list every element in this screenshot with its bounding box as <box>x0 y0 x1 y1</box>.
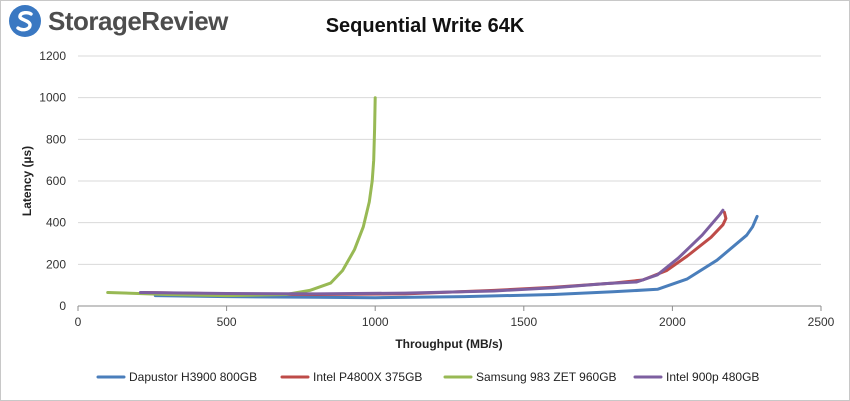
legend-label-1: Intel P4800X 375GB <box>313 370 422 384</box>
series-line-3 <box>138 208 725 296</box>
legend: Dapustor H3900 800GB Intel P4800X 375GB Sa… <box>96 370 759 384</box>
x-axis-ticks: 0 500 1000 1500 2000 2500 <box>75 306 835 329</box>
y-tick-label: 0 <box>59 299 66 313</box>
y-tick-label: 400 <box>46 216 66 230</box>
x-tick-label: 500 <box>217 315 237 329</box>
x-tick-label: 1500 <box>510 315 537 329</box>
brand-name: StorageReview <box>48 5 228 36</box>
x-tick-label: 2500 <box>808 315 835 329</box>
x-axis-title: Throughput (MB/s) <box>395 337 502 351</box>
chart-title: Sequential Write 64K <box>326 15 525 37</box>
y-tick-label: 800 <box>46 132 66 146</box>
x-tick-label: 2000 <box>659 315 686 329</box>
y-tick-label: 1200 <box>39 49 66 63</box>
y-tick-label: 600 <box>46 174 66 188</box>
series-lines <box>106 96 759 300</box>
y-axis-title: Latency (µs) <box>20 146 34 216</box>
legend-label-3: Intel 900p 480GB <box>666 370 759 384</box>
x-tick-label: 1000 <box>362 315 389 329</box>
y-tick-label: 1000 <box>39 91 66 105</box>
series-line-2 <box>106 96 377 298</box>
y-tick-label: 200 <box>46 257 66 271</box>
legend-label-0: Dapustor H3900 800GB <box>129 370 257 384</box>
series-line-0 <box>153 214 759 300</box>
x-tick-label: 0 <box>75 315 82 329</box>
brand-logo: StorageReview <box>8 4 228 38</box>
grid-lines <box>78 55 821 265</box>
legend-label-2: Samsung 983 ZET 960GB <box>476 370 617 384</box>
y-axis-ticks: 0 200 400 600 800 1000 1200 <box>39 49 66 313</box>
storagereview-logo-icon <box>9 5 41 37</box>
